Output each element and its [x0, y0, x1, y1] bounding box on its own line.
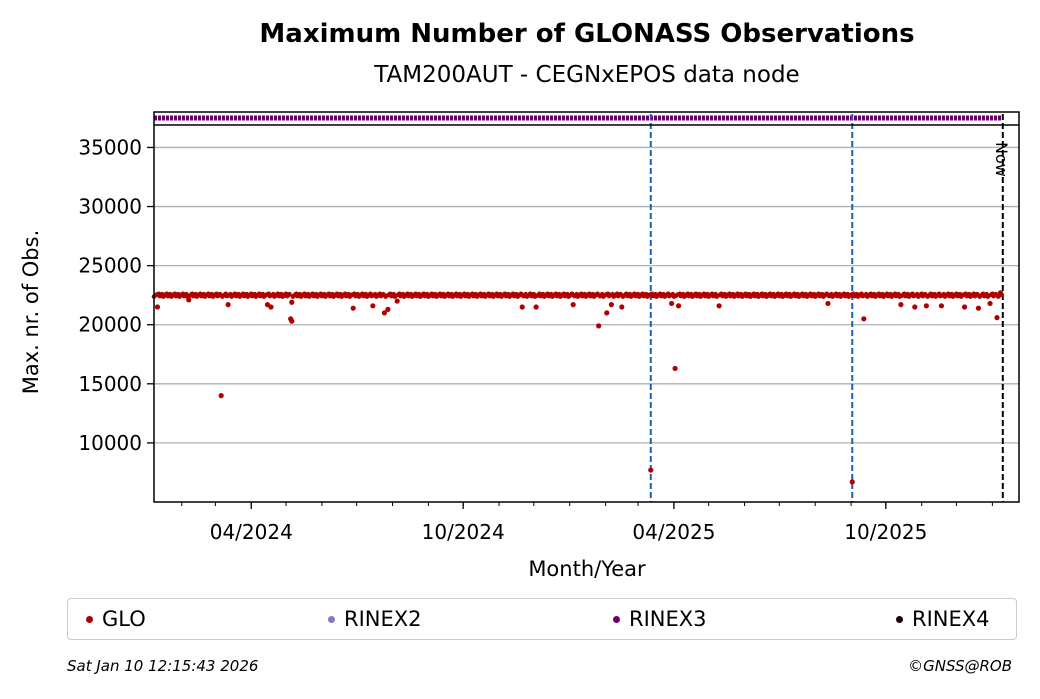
- tick-labels: 10000 15000 20000 25000 30000 35000 04/2024 10/…: [78, 135, 927, 544]
- legend-item-glo: GLO: [86, 607, 146, 631]
- glo-point: [289, 299, 295, 305]
- glo-point: [385, 306, 391, 312]
- glo-point: [675, 303, 682, 309]
- y-axis-label: Max. nr. of Obs.: [19, 230, 43, 395]
- glo-point: [975, 305, 982, 311]
- glo-point: [596, 323, 602, 329]
- glo-point: [938, 303, 945, 309]
- glo-point: [961, 304, 968, 310]
- glo-point: [570, 302, 576, 308]
- footer-timestamp: Sat Jan 10 12:15:43 2026: [67, 657, 259, 675]
- glo-point: [861, 316, 867, 322]
- legend-label-glo: GLO: [102, 607, 146, 631]
- glo-point: [994, 315, 1000, 321]
- chart-title: Maximum Number of GLONASS Observations: [259, 19, 914, 49]
- glo-point: [997, 290, 1004, 296]
- glo-point: [370, 303, 376, 309]
- x-tick-label: 04/2025: [632, 520, 715, 544]
- legend-label-rinex2: RINEX2: [344, 607, 422, 631]
- grid-lines: [154, 146, 1019, 444]
- glo-point: [608, 302, 614, 308]
- glo-point: [912, 304, 918, 310]
- plot-frame: [153, 111, 1020, 503]
- event-lines: [649, 114, 1004, 502]
- now-label: Now: [992, 142, 1011, 177]
- glo-point: [225, 302, 231, 308]
- glo-point: [849, 479, 855, 485]
- chart-subtitle: TAM200AUT - CEGNxEPOS data node: [373, 62, 799, 88]
- glo-point: [287, 291, 292, 297]
- glo-point: [154, 304, 161, 310]
- legend-item-rinex4: RINEX4: [896, 607, 990, 631]
- glo-point: [898, 302, 904, 308]
- glo-point: [533, 304, 539, 310]
- rinex4-marker-icon: [896, 615, 903, 623]
- x-tick-label: 10/2025: [844, 520, 927, 544]
- glo-point: [350, 305, 356, 311]
- glo-point: [289, 318, 295, 324]
- glo-series: [151, 290, 1004, 485]
- x-axis-label: Month/Year: [528, 557, 646, 581]
- legend: GLO RINEX2 RINEX3 RINEX4: [67, 598, 1017, 640]
- y-tick-label: 30000: [78, 195, 142, 219]
- axes: [147, 111, 1020, 509]
- glo-point: [923, 303, 929, 309]
- glo-point: [218, 393, 224, 399]
- footer-copyright: ©GNSS@ROB: [908, 657, 1012, 675]
- legend-label-rinex3: RINEX3: [629, 607, 707, 631]
- y-tick-label: 10000: [78, 431, 142, 455]
- glo-point: [825, 300, 831, 307]
- glo-point: [648, 467, 654, 473]
- glo-point: [716, 303, 722, 309]
- legend-item-rinex3: RINEX3: [613, 607, 707, 631]
- glo-point: [619, 304, 625, 310]
- y-tick-label: 25000: [78, 254, 142, 278]
- legend-item-rinex2: RINEX2: [328, 607, 422, 631]
- glo-point: [669, 300, 675, 307]
- legend-label-rinex4: RINEX4: [912, 607, 990, 631]
- glo-point: [672, 365, 678, 372]
- x-tick-label: 10/2024: [422, 520, 505, 544]
- glo-point: [394, 298, 400, 304]
- glo-point: [519, 304, 525, 310]
- y-tick-label: 35000: [78, 135, 142, 159]
- rinex2-marker-icon: [328, 615, 335, 623]
- glo-marker-icon: [86, 615, 93, 623]
- rinex3-marker-icon: [613, 615, 620, 623]
- glo-point: [381, 310, 388, 316]
- glo-point: [186, 297, 192, 303]
- glo-point: [987, 300, 993, 307]
- glo-point: [268, 304, 274, 310]
- x-tick-label: 04/2024: [210, 520, 293, 544]
- y-tick-label: 15000: [78, 372, 142, 396]
- glo-point: [604, 310, 610, 316]
- y-tick-label: 20000: [78, 313, 142, 337]
